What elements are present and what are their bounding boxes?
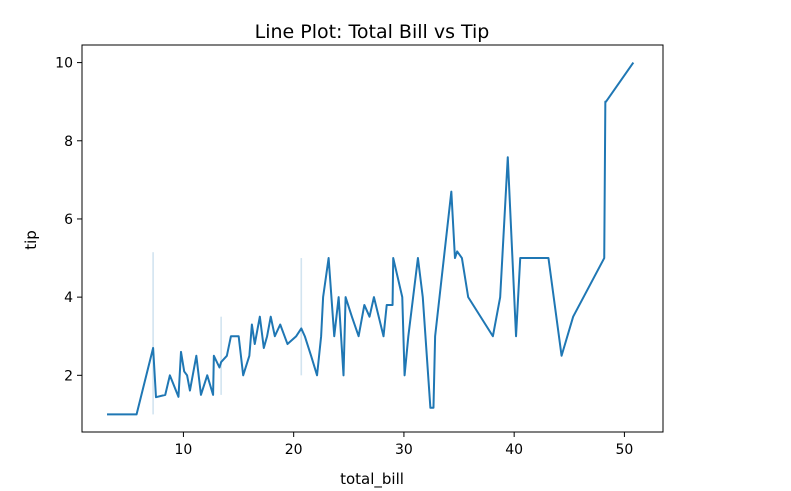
chart-title: Line Plot: Total Bill vs Tip (255, 21, 490, 43)
x-tick-label: 20 (285, 442, 303, 458)
x-tick-label: 40 (505, 442, 523, 458)
confidence-band-2 (300, 258, 303, 376)
y-tick-label: 2 (64, 368, 73, 384)
x-tick-label: 10 (175, 442, 193, 458)
x-axis-ticks: 10 20 30 40 50 (175, 432, 633, 458)
y-tick-label: 10 (55, 56, 73, 72)
y-tick-label: 6 (64, 212, 73, 228)
confidence-bands (152, 252, 303, 415)
confidence-band-0 (152, 252, 154, 415)
y-tick-label: 8 (64, 134, 73, 150)
y-tick-label: 4 (64, 290, 73, 306)
plot-frame (81, 44, 664, 433)
y-axis-label: tip (22, 230, 40, 250)
y-axis-ticks: 2 4 6 8 10 (55, 56, 82, 384)
confidence-band-1 (220, 316, 222, 395)
x-axis-label: total_bill (340, 470, 404, 489)
x-tick-label: 30 (395, 442, 413, 458)
series-line (107, 62, 635, 416)
x-tick-label: 50 (615, 442, 633, 458)
